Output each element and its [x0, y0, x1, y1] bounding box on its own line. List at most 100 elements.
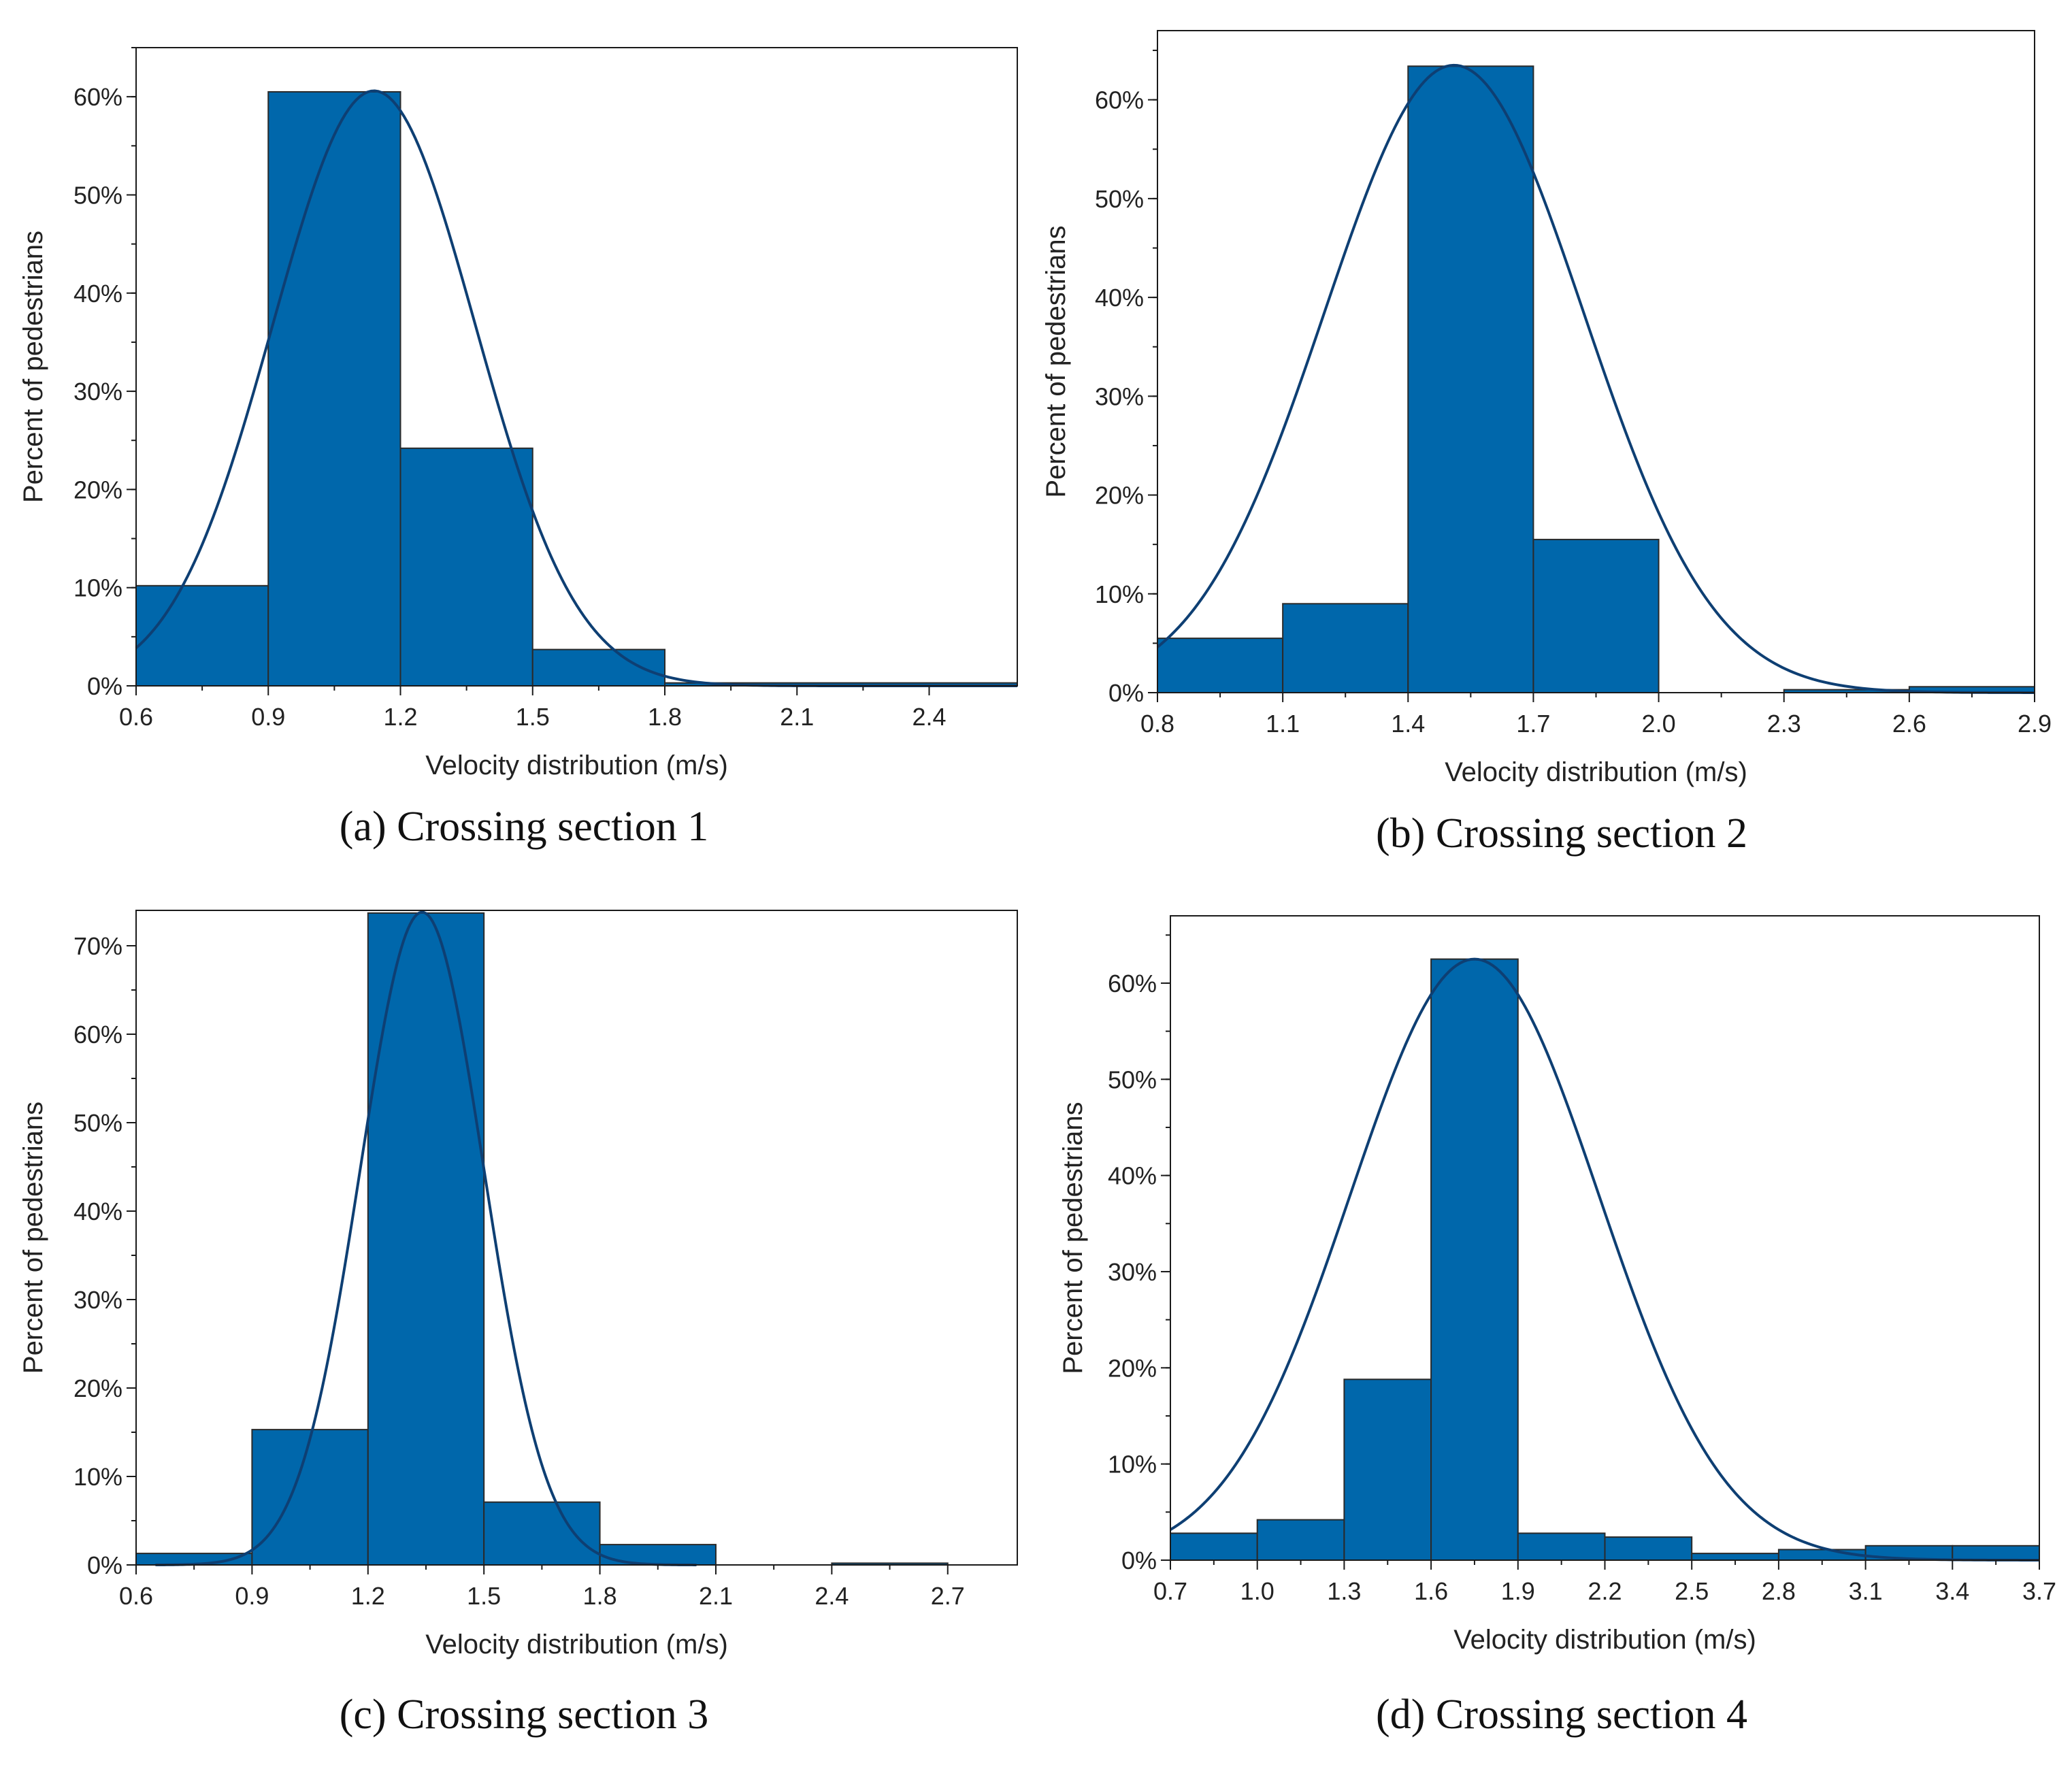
x-tick-label: 2.6: [1892, 710, 1926, 738]
panel-c-chart: 0% 10% 20% 30% 40% 50% 60% 70% 0.6 0.9 1.2 1.5 1.8 2.…: [18, 910, 1018, 1738]
x-tick-label: 3.7: [2022, 1577, 2056, 1605]
y-tick-label: 20%: [73, 476, 122, 503]
y-tick-label: 0%: [1108, 679, 1144, 707]
x-tick-label: 0.6: [119, 1582, 153, 1610]
y-tick-label: 40%: [1095, 284, 1144, 312]
y-tick-label: 40%: [73, 1198, 122, 1225]
x-tick-label: 0.9: [235, 1582, 269, 1610]
x-tick-label: 2.1: [780, 703, 814, 731]
y-tick-label: 60%: [73, 83, 122, 111]
y-tick-label: 30%: [73, 378, 122, 406]
histogram-bar: [1691, 1553, 1779, 1561]
plot-frame: [135, 910, 1018, 1566]
histogram-bar: [267, 90, 401, 687]
y-tick-label: 50%: [1095, 185, 1144, 213]
normal-fit-curve: [155, 910, 697, 1566]
y-axis-title: Percent of pedestrians: [18, 1102, 48, 1374]
y-tick-label: 20%: [1095, 482, 1144, 510]
histogram-bar: [367, 912, 485, 1566]
histogram-bar: [1532, 538, 1660, 694]
y-tick-label: 30%: [1108, 1258, 1157, 1286]
x-tick-label: 2.4: [815, 1582, 849, 1610]
x-tick-label: 2.2: [1588, 1577, 1622, 1605]
y-tick-label: 0%: [87, 672, 122, 700]
x-tick-label: 2.7: [931, 1582, 965, 1610]
histogram-bar: [483, 1501, 601, 1566]
y-tick-label: 50%: [73, 1109, 122, 1137]
x-tick-label: 1.5: [516, 703, 550, 731]
x-tick-label: 3.4: [1935, 1577, 1969, 1605]
y-tick-label: 20%: [73, 1374, 122, 1402]
y-tick-label: 30%: [73, 1286, 122, 1314]
normal-fit-curve: [1156, 63, 2035, 694]
histogram-bar: [1157, 638, 1284, 694]
y-tick-label: 10%: [73, 1463, 122, 1491]
y-tick-label: 50%: [73, 181, 122, 209]
x-tick-label: 2.4: [912, 703, 946, 731]
x-tick-label: 2.1: [699, 1582, 733, 1610]
plot-frame: [135, 47, 1018, 687]
y-axis-title: Percent of pedestrians: [18, 231, 48, 503]
panel-caption: (b) Crossing section 2: [1376, 810, 1747, 857]
x-tick-label: 3.1: [1849, 1577, 1883, 1605]
histogram-bar: [1407, 65, 1534, 694]
y-tick-label: 60%: [1095, 86, 1144, 114]
histogram-bar: [1170, 1532, 1258, 1561]
x-tick-label: 1.0: [1240, 1577, 1275, 1605]
histogram-bar: [599, 1544, 717, 1566]
x-tick-label: 1.8: [583, 1582, 617, 1610]
x-tick-label: 2.3: [1767, 710, 1801, 738]
panel-a-chart: 0% 10% 20% 30% 40% 50% 60% 0.6 0.9 1.2 1.5 1.8 2.1 2.…: [18, 47, 1018, 850]
y-tick-label: 10%: [73, 574, 122, 602]
y-tick-label: 60%: [73, 1021, 122, 1048]
x-tick-label: 1.3: [1327, 1577, 1361, 1605]
panel-caption: (a) Crossing section 1: [340, 804, 708, 850]
y-tick-label: 0%: [1121, 1547, 1157, 1574]
x-tick-label: 0.8: [1140, 710, 1174, 738]
y-tick-label: 50%: [1108, 1066, 1157, 1093]
x-tick-label: 2.5: [1675, 1577, 1709, 1605]
x-tick-label: 1.2: [351, 1582, 385, 1610]
histogram-bar: [251, 1429, 369, 1566]
histogram-bar: [1604, 1536, 1693, 1562]
histogram-bar: [1343, 1378, 1432, 1562]
histogram-bar: [1282, 603, 1409, 694]
x-tick-label: 2.0: [1642, 710, 1676, 738]
x-tick-label: 0.9: [251, 703, 285, 731]
panel-b-chart: 0% 10% 20% 30% 40% 50% 60% 0.8 1.1 1.4 1.7 2.0 2.3 2.…: [1041, 30, 2052, 857]
plot-frame: [1170, 915, 2040, 1561]
y-tick-label: 10%: [1108, 1451, 1157, 1479]
x-tick-label: 1.2: [383, 703, 417, 731]
panel-d-chart: 0% 10% 20% 30% 40% 50% 60% 0.7 1.0 1.3 1.6 1.9 2.2 2.…: [1058, 915, 2056, 1738]
x-tick-label: 2.9: [2018, 710, 2052, 738]
y-tick-label: 20%: [1108, 1354, 1157, 1382]
x-tick-label: 1.6: [1414, 1577, 1448, 1605]
y-axis-title: Percent of pedestrians: [1041, 225, 1071, 497]
panel-caption: (d) Crossing section 4: [1376, 1691, 1747, 1738]
x-axis-title: Velocity distribution (m/s): [425, 1630, 728, 1659]
y-tick-label: 70%: [73, 932, 122, 960]
histogram-bar: [399, 447, 533, 687]
y-tick-label: 40%: [73, 280, 122, 308]
x-tick-label: 0.6: [119, 703, 153, 731]
x-axis-title: Velocity distribution (m/s): [1445, 757, 1747, 787]
panel-caption: (c) Crossing section 3: [340, 1691, 708, 1738]
x-tick-label: 2.8: [1762, 1577, 1796, 1605]
x-tick-label: 1.7: [1516, 710, 1550, 738]
histogram-bar: [1517, 1532, 1606, 1561]
x-axis-title: Velocity distribution (m/s): [425, 750, 728, 780]
x-tick-label: 0.7: [1153, 1577, 1187, 1605]
x-tick-label: 1.1: [1266, 710, 1300, 738]
histogram-bar: [1256, 1519, 1345, 1561]
y-tick-label: 10%: [1095, 580, 1144, 608]
y-tick-label: 40%: [1108, 1162, 1157, 1190]
normal-fit-curve: [1169, 957, 2039, 1562]
x-tick-label: 1.8: [648, 703, 682, 731]
x-tick-label: 1.4: [1391, 710, 1425, 738]
histogram-bar: [135, 584, 269, 687]
y-tick-label: 60%: [1108, 970, 1157, 997]
x-tick-label: 1.9: [1501, 1577, 1535, 1605]
y-axis-title: Percent of pedestrians: [1058, 1102, 1088, 1374]
histogram-bar: [1952, 1545, 2041, 1562]
